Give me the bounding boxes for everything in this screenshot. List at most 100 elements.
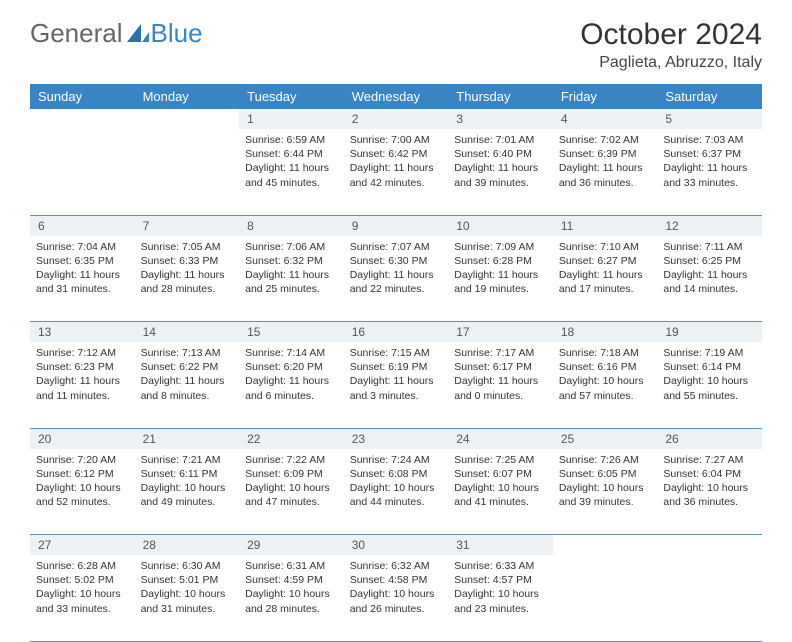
sunrise-line: Sunrise: 7:07 AM	[350, 240, 443, 254]
day-cell: Sunrise: 6:33 AMSunset: 4:57 PMDaylight:…	[448, 555, 553, 641]
day-number: 25	[553, 428, 658, 449]
day-details: Sunrise: 6:32 AMSunset: 4:58 PMDaylight:…	[350, 559, 443, 616]
brand-part1: General	[30, 18, 123, 49]
daylight2-line: and 33 minutes.	[663, 176, 756, 190]
sunset-line: Sunset: 6:20 PM	[245, 360, 338, 374]
sunrise-line: Sunrise: 7:05 AM	[141, 240, 234, 254]
day-cell: Sunrise: 7:07 AMSunset: 6:30 PMDaylight:…	[344, 236, 449, 322]
day-number: 10	[448, 215, 553, 236]
sunset-line: Sunset: 6:37 PM	[663, 147, 756, 161]
sunset-line: Sunset: 6:27 PM	[559, 254, 652, 268]
day-number: 8	[239, 215, 344, 236]
sunset-line: Sunset: 6:40 PM	[454, 147, 547, 161]
daylight2-line: and 36 minutes.	[663, 495, 756, 509]
sunset-line: Sunset: 6:28 PM	[454, 254, 547, 268]
sunrise-line: Sunrise: 7:15 AM	[350, 346, 443, 360]
sunrise-line: Sunrise: 7:11 AM	[663, 240, 756, 254]
daylight1-line: Daylight: 10 hours	[141, 481, 234, 495]
daylight1-line: Daylight: 11 hours	[663, 161, 756, 175]
daylight1-line: Daylight: 10 hours	[350, 587, 443, 601]
day-cell: Sunrise: 7:27 AMSunset: 6:04 PMDaylight:…	[657, 449, 762, 535]
sunset-line: Sunset: 6:11 PM	[141, 467, 234, 481]
sunset-line: Sunset: 6:33 PM	[141, 254, 234, 268]
daylight2-line: and 45 minutes.	[245, 176, 338, 190]
header: General Blue October 2024 Paglieta, Abru…	[30, 18, 762, 72]
day-details: Sunrise: 7:11 AMSunset: 6:25 PMDaylight:…	[663, 240, 756, 297]
sunrise-line: Sunrise: 6:59 AM	[245, 133, 338, 147]
daylight2-line: and 44 minutes.	[350, 495, 443, 509]
daylight2-line: and 26 minutes.	[350, 602, 443, 616]
daylight2-line: and 28 minutes.	[245, 602, 338, 616]
day-number: 19	[657, 322, 762, 343]
day-number: 15	[239, 322, 344, 343]
day-cell: Sunrise: 6:28 AMSunset: 5:02 PMDaylight:…	[30, 555, 135, 641]
sunrise-line: Sunrise: 7:24 AM	[350, 453, 443, 467]
day-details: Sunrise: 7:09 AMSunset: 6:28 PMDaylight:…	[454, 240, 547, 297]
sunrise-line: Sunrise: 6:31 AM	[245, 559, 338, 573]
sunrise-line: Sunrise: 7:09 AM	[454, 240, 547, 254]
day-number: 5	[657, 109, 762, 129]
sunset-line: Sunset: 6:08 PM	[350, 467, 443, 481]
day-details: Sunrise: 7:01 AMSunset: 6:40 PMDaylight:…	[454, 133, 547, 190]
day-content-row: Sunrise: 6:59 AMSunset: 6:44 PM Daylight:…	[30, 129, 762, 215]
day-cell: Sunrise: 7:09 AMSunset: 6:28 PMDaylight:…	[448, 236, 553, 322]
day-cell: Sunrise: 7:25 AMSunset: 6:07 PMDaylight:…	[448, 449, 553, 535]
day-header: Friday	[553, 84, 658, 109]
daylight1-line: Daylight: 11 hours	[350, 374, 443, 388]
day-number: 18	[553, 322, 658, 343]
daylight1-line: Daylight: 11 hours	[350, 161, 443, 175]
day-cell	[30, 129, 135, 215]
daylight2-line: and 17 minutes.	[559, 282, 652, 296]
daylight1-line: Daylight: 11 hours	[141, 268, 234, 282]
day-number	[135, 109, 240, 129]
day-number: 12	[657, 215, 762, 236]
sunrise-line: Sunrise: 7:04 AM	[36, 240, 129, 254]
daylight2-line: and 42 minutes.	[350, 176, 443, 190]
sunrise-line: Sunrise: 7:25 AM	[454, 453, 547, 467]
sunrise-line: Sunrise: 7:10 AM	[559, 240, 652, 254]
brand-part2: Blue	[151, 18, 203, 49]
day-details: Sunrise: 6:33 AMSunset: 4:57 PMDaylight:…	[454, 559, 547, 616]
day-number: 11	[553, 215, 658, 236]
day-details: Sunrise: 6:28 AMSunset: 5:02 PMDaylight:…	[36, 559, 129, 616]
day-number: 7	[135, 215, 240, 236]
daylight1-line: Daylight: 10 hours	[559, 374, 652, 388]
daylight1-line: Daylight: 11 hours	[559, 161, 652, 175]
sunset-line: Sunset: 6:44 PM	[245, 147, 338, 161]
day-cell: Sunrise: 7:18 AMSunset: 6:16 PMDaylight:…	[553, 342, 658, 428]
sunset-line: Sunset: 6:23 PM	[36, 360, 129, 374]
daylight2-line: and 23 minutes.	[454, 602, 547, 616]
daylight2-line: and 33 minutes.	[36, 602, 129, 616]
sunset-line: Sunset: 4:58 PM	[350, 573, 443, 587]
daylight2-line: and 36 minutes.	[559, 176, 652, 190]
day-cell: Sunrise: 6:32 AMSunset: 4:58 PMDaylight:…	[344, 555, 449, 641]
day-number: 22	[239, 428, 344, 449]
day-number: 26	[657, 428, 762, 449]
day-details: Sunrise: 7:24 AMSunset: 6:08 PMDaylight:…	[350, 453, 443, 510]
daylight1-line: Daylight: 11 hours	[245, 268, 338, 282]
calendar-body: 12345Sunrise: 6:59 AMSunset: 6:44 PMDayl…	[30, 109, 762, 641]
day-cell: Sunrise: 7:02 AMSunset: 6:39 PMDaylight:…	[553, 129, 658, 215]
day-cell: Sunrise: 7:19 AMSunset: 6:14 PMDaylight:…	[657, 342, 762, 428]
day-cell: Sunrise: 7:26 AMSunset: 6:05 PMDaylight:…	[553, 449, 658, 535]
day-number: 20	[30, 428, 135, 449]
day-number: 9	[344, 215, 449, 236]
day-content-row: Sunrise: 7:20 AMSunset: 6:12 PMDaylight:…	[30, 449, 762, 535]
sunrise-line: Sunrise: 7:03 AM	[663, 133, 756, 147]
day-header: Tuesday	[239, 84, 344, 109]
day-number: 17	[448, 322, 553, 343]
day-details: Sunrise: 7:20 AMSunset: 6:12 PMDaylight:…	[36, 453, 129, 510]
day-number: 14	[135, 322, 240, 343]
sunset-line: Sunset: 6:30 PM	[350, 254, 443, 268]
day-cell: Sunrise: 7:15 AMSunset: 6:19 PMDaylight:…	[344, 342, 449, 428]
sunset-line: Sunset: 6:42 PM	[350, 147, 443, 161]
day-cell: Sunrise: 7:03 AMSunset: 6:37 PMDaylight:…	[657, 129, 762, 215]
daylight1-line: Daylight: 10 hours	[36, 587, 129, 601]
daylight2-line: and 28 minutes.	[141, 282, 234, 296]
daylight2-line: and 6 minutes.	[245, 389, 338, 403]
daylight1-line: Daylight: 11 hours	[454, 268, 547, 282]
daylight1-line: Daylight: 10 hours	[141, 587, 234, 601]
daylight1-line: Daylight: 10 hours	[663, 481, 756, 495]
sunrise-line: Sunrise: 7:13 AM	[141, 346, 234, 360]
sunset-line: Sunset: 6:16 PM	[559, 360, 652, 374]
